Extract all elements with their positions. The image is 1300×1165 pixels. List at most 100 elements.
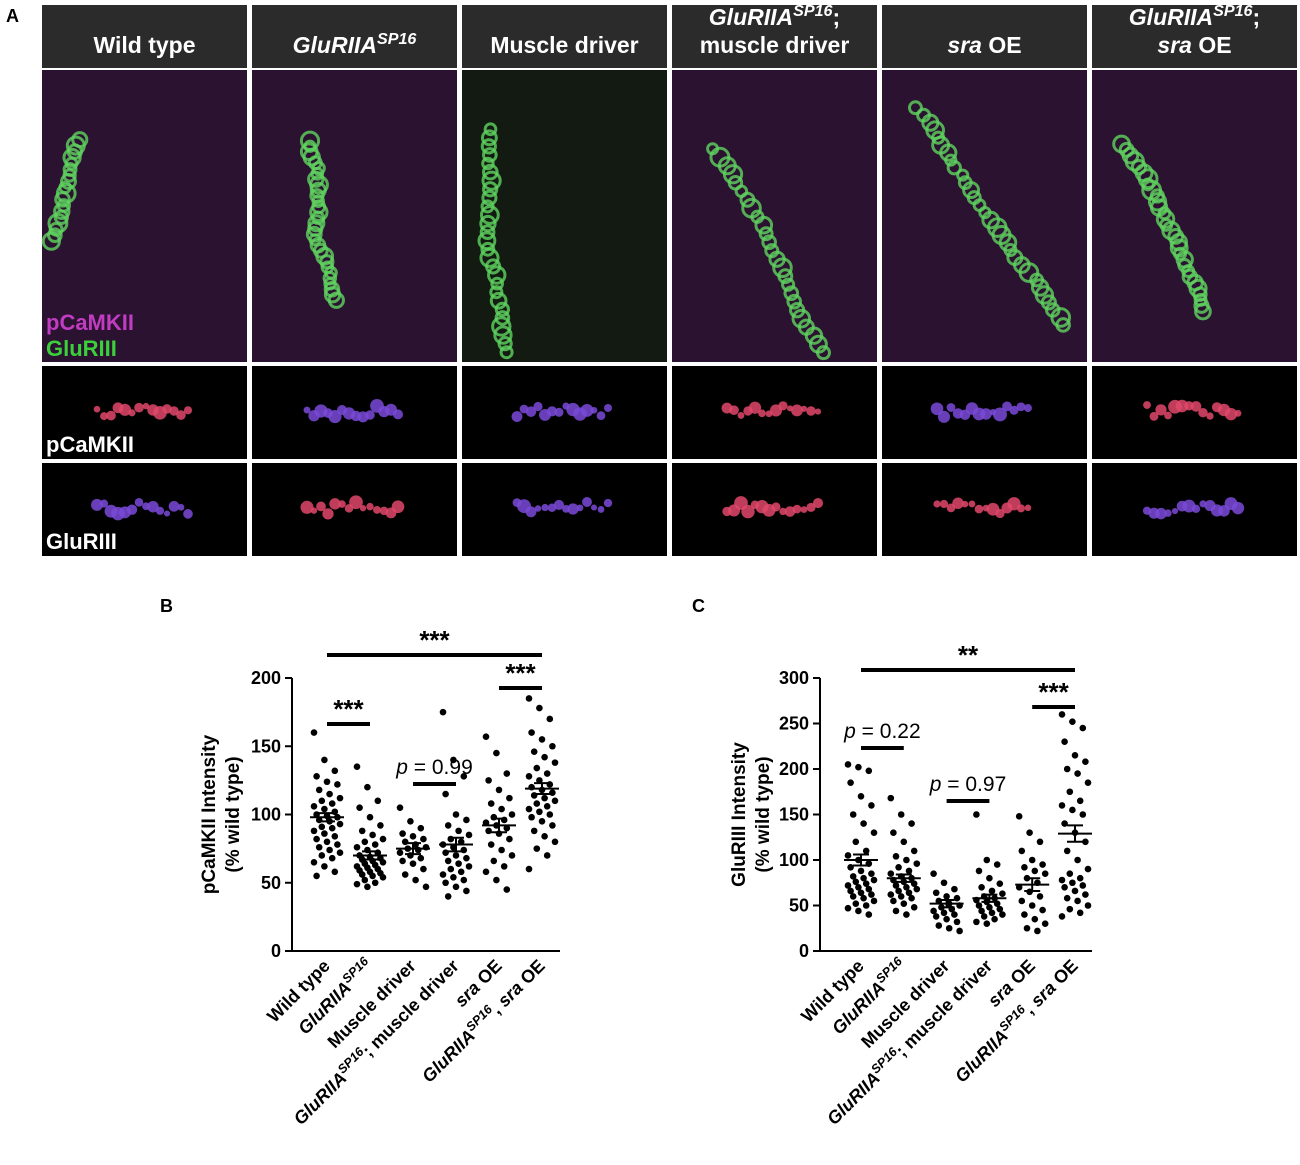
data-point: [903, 884, 910, 891]
synapse-bouton: [1155, 209, 1176, 229]
synapse-bouton: [1159, 217, 1174, 232]
synapse-bouton: [812, 498, 824, 509]
data-point: [463, 816, 470, 824]
synapse-bouton: [1137, 168, 1159, 190]
synapse-bouton: [99, 499, 109, 508]
data-point: [530, 827, 538, 835]
data-point: [369, 831, 376, 839]
data-point: [455, 860, 462, 867]
data-point: [331, 868, 339, 876]
data-point: [1021, 911, 1028, 918]
data-point: [321, 805, 328, 813]
column-header: [462, 5, 667, 68]
text-segment: SP16: [793, 2, 833, 20]
data-point: [450, 873, 457, 881]
data-point: [528, 729, 535, 736]
synapse-bouton: [307, 170, 325, 188]
text-segment: sra: [1157, 32, 1192, 58]
synapse-bouton: [1206, 412, 1214, 420]
data-point: [868, 802, 875, 809]
data-point: [442, 879, 449, 887]
data-point: [1076, 797, 1084, 805]
data-point: [536, 704, 543, 712]
synapse-bouton: [53, 209, 69, 225]
data-point: [932, 889, 940, 897]
synapse-bouton: [93, 405, 101, 413]
data-point: [323, 838, 331, 846]
data-point: [940, 909, 948, 917]
synapse-bouton: [511, 411, 523, 422]
synapse-bouton: [391, 500, 405, 514]
data-point: [336, 820, 344, 828]
micrograph-crop: [42, 366, 247, 459]
data-point: [1082, 838, 1089, 846]
column-header: [672, 5, 877, 68]
data-point: [361, 838, 369, 846]
data-point: [847, 863, 854, 871]
data-point: [905, 867, 913, 875]
text-segment: SP16: [377, 30, 417, 48]
synapse-bouton: [1191, 504, 1201, 514]
data-point: [860, 874, 867, 882]
data-point: [353, 880, 361, 888]
data-point: [986, 874, 993, 882]
synapse-bouton: [815, 345, 831, 361]
data-point: [953, 918, 961, 926]
data-point: [358, 827, 366, 835]
data-point: [528, 813, 535, 821]
data-point: [1076, 874, 1084, 882]
synapse-bouton: [1149, 411, 1159, 421]
synapse-bouton: [480, 138, 497, 155]
synapse-bouton: [312, 242, 329, 259]
synapse-bouton: [1143, 401, 1151, 409]
data-point: [331, 767, 339, 775]
data-point: [897, 811, 905, 818]
data-point: [1036, 838, 1044, 846]
data-point: [940, 879, 948, 887]
error-bar: [853, 853, 869, 867]
data-point: [855, 907, 862, 915]
data-point: [364, 883, 371, 891]
text-segment: GluRIIA: [951, 1026, 1012, 1087]
synapse-bouton: [41, 231, 61, 251]
text-segment: ***: [505, 658, 536, 688]
micrograph-crop: [462, 366, 667, 459]
data-point: [849, 811, 857, 818]
data-point: [506, 794, 513, 802]
data-point: [1071, 887, 1079, 895]
data-point: [1063, 894, 1071, 902]
data-point: [999, 911, 1006, 918]
data-point: [862, 847, 870, 855]
data-point: [487, 800, 495, 807]
synapse-bouton: [47, 212, 69, 234]
synapse-bouton: [771, 502, 781, 512]
synapse-bouton: [946, 159, 962, 176]
synapse-bouton: [481, 156, 495, 171]
synapse-bouton: [778, 401, 788, 411]
data-point: [503, 824, 511, 832]
y-tick-label: 0: [799, 941, 809, 961]
synapse-bouton: [1141, 177, 1155, 192]
data-point: [452, 811, 460, 818]
data-point: [895, 863, 902, 871]
synapse-bouton: [993, 407, 1007, 422]
text-segment: p: [395, 756, 408, 779]
data-point: [988, 909, 996, 917]
synapse-bouton: [1172, 246, 1188, 261]
synapse-bouton: [491, 316, 512, 337]
text-segment: sra: [947, 32, 982, 58]
data-point: [313, 835, 320, 843]
synapse-bouton: [554, 407, 564, 417]
panel-label: B: [160, 596, 173, 616]
data-point: [549, 822, 556, 829]
data-point: [844, 904, 852, 912]
text-segment: ***: [419, 625, 450, 655]
data-point: [1061, 884, 1068, 891]
data-point: [913, 885, 921, 893]
data-point: [1018, 897, 1026, 905]
data-point: [455, 827, 462, 835]
data-point: [951, 911, 958, 918]
data-point: [396, 804, 404, 811]
data-point: [533, 800, 541, 807]
